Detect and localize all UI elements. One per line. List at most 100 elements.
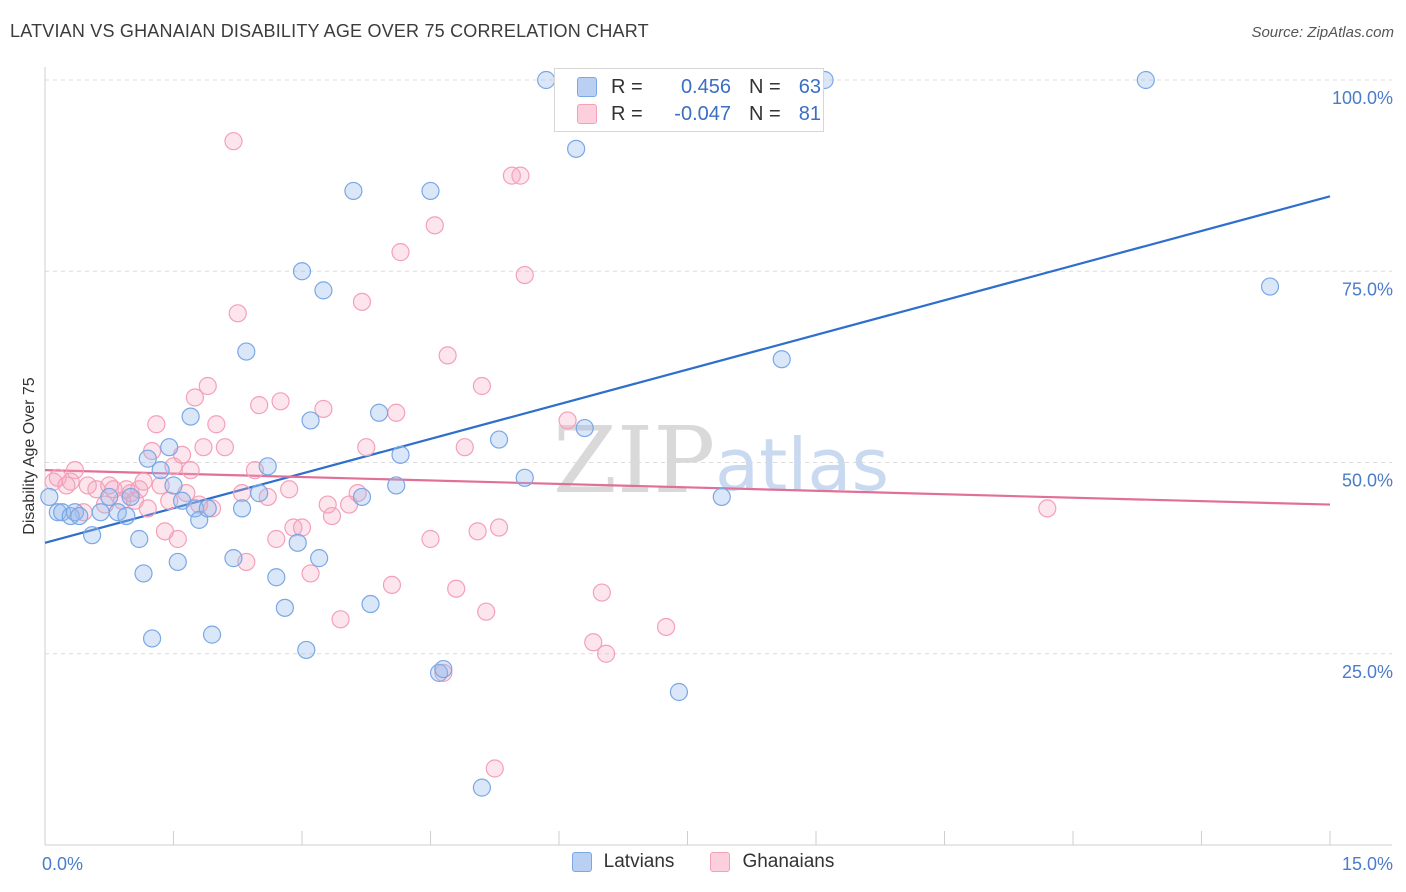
axes [44,67,1392,846]
latvians-point [361,594,380,614]
ghanaians-point [134,472,153,491]
chart-source: Source: ZipAtlas.com [1251,24,1394,41]
latvians-point [237,342,256,361]
watermark-atlas: atlas [715,423,889,507]
ghanaians-point [138,499,157,518]
latvians-point [70,506,89,526]
latvians-point [669,682,689,702]
ghanaians-trend-line [44,469,1331,506]
x-tick-label: 15.0% [1342,854,1393,874]
ghanaians-point [468,522,487,541]
ghanaians-point [292,518,312,537]
ghanaians-point [215,438,234,457]
r-value: -0.047 [674,102,731,125]
ghanaians-point [314,399,333,419]
latvians-point [472,778,491,797]
ghanaians-point [656,617,676,637]
grid-lines [45,79,1392,655]
ghanaians-point [1038,499,1057,518]
latvians-point [275,598,294,617]
data-points [40,70,1280,797]
y-tick-label: 25.0% [1342,662,1393,682]
latvians-point [301,411,320,430]
ghanaians-point [477,602,496,621]
latvians-point [198,499,217,518]
latvians-point [224,549,243,568]
latvians-point [40,487,59,507]
ghanaians-point [515,265,534,285]
latvians-point [1136,70,1155,90]
y-tick-label: 100.0% [1332,88,1393,108]
latvians-point [292,262,312,281]
latvians-point [91,503,110,522]
latvians-point [138,449,157,468]
ghanaians-point [391,243,410,262]
n-label: N = [749,102,781,125]
r-label: R = [611,102,643,125]
ghanaians-point [65,461,85,480]
latvians-point [712,487,731,507]
latvians-point [168,552,187,572]
legend-item-ghanaians: Ghanaians [710,851,834,873]
latvians-point [575,418,594,438]
latvians-point [567,139,586,158]
y-axis-label: Disability Age Over 75 [21,377,38,535]
ghanaians-swatch [577,104,597,124]
latvians-point [164,476,183,495]
ghanaians-point [271,392,290,411]
latvians-point [489,430,509,449]
ghanaians-point [597,644,616,663]
ghanaians-point [592,583,611,602]
latvians-point [297,640,316,660]
latvians-point [202,625,222,644]
ghanaians-point [455,438,474,457]
ghanaians-point [331,610,350,629]
latvians-point [232,499,252,518]
ghanaians-point [425,216,444,235]
r-label: R = [611,75,643,98]
latvians-swatch [571,852,592,872]
ghanaians-point [280,480,299,499]
latvians-point [370,403,389,422]
series-legend: Latvians Ghanaians [0,851,1406,873]
ghanaians-point [472,376,491,396]
ghanaians-point [489,518,509,537]
latvians-swatch [577,77,597,97]
latvians-point [434,659,453,679]
ghanaians-point [185,388,205,407]
ghanaians-point [168,529,187,549]
legend-label: Ghanaians [742,851,835,872]
latvians-point [151,461,170,480]
latvians-point [108,503,127,522]
latvians-point [185,499,205,518]
ghanaians-point [438,346,457,365]
latvians-point [387,476,406,495]
latvians-point [515,468,534,487]
ghanaians-point [250,396,269,415]
ghanaians-point [387,403,406,422]
latvians-point [160,438,179,457]
n-value: 81 [798,102,821,125]
ghanaians-point [194,438,213,457]
ghanaians-point [322,506,342,526]
latvians-point [288,533,307,552]
n-label: N = [749,75,781,98]
latvians-point [83,526,102,545]
latvians-point [314,281,333,300]
chart-title: LATVIAN VS GHANAIAN DISABILITY AGE OVER … [10,21,649,41]
latvians-point [130,529,149,549]
ghanaians-point [151,476,170,495]
latvians-point [1260,277,1280,296]
latvians-point [134,564,153,583]
latvians-point [121,487,140,507]
ghanaians-point [198,376,217,396]
x-tick-label: 0.0% [42,854,83,874]
latvians-point [352,487,372,507]
watermark-zip: ZIP [553,407,715,514]
r-value: 0.456 [680,75,731,98]
ghanaians-point [421,529,440,549]
ghanaians-point [318,495,337,514]
stats-row-ghanaians: R = -0.047 N = 81 [577,100,821,128]
latvians-point [267,568,286,587]
